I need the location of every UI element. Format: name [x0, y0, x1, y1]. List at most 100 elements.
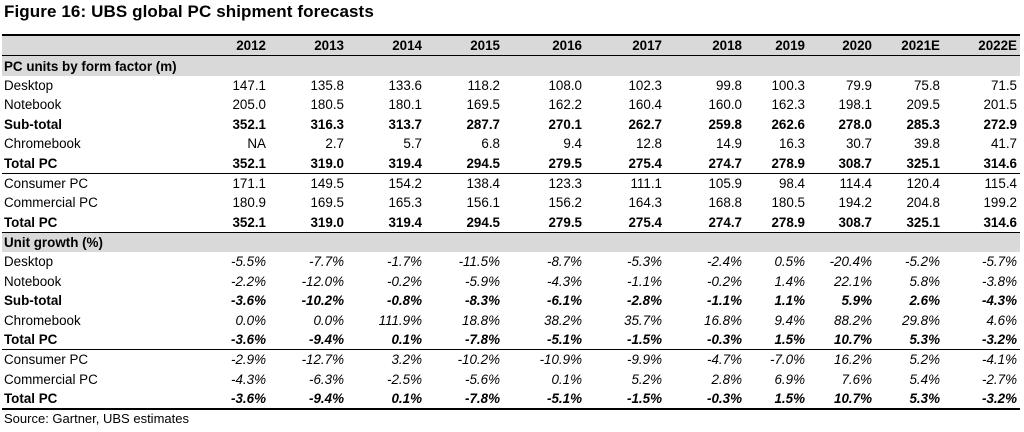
value-cell: 123.3 — [548, 175, 582, 191]
value-cell: 160.4 — [628, 97, 662, 113]
value-cell: 156.2 — [548, 195, 582, 211]
value-cell: 111.9% — [378, 312, 422, 328]
row-label: Notebook — [4, 97, 62, 113]
value-cell: 79.9 — [845, 77, 872, 93]
value-cell: 1.4% — [774, 273, 805, 289]
value-cell: 262.7 — [628, 116, 662, 132]
value-cell: 169.5 — [466, 97, 500, 113]
value-cell: 275.4 — [585, 153, 665, 174]
value-cell: 105.9 — [708, 175, 742, 191]
row-label: Total PC — [2, 329, 198, 351]
value-cell: 1.1% — [774, 293, 805, 309]
value-cell: -6.1% — [547, 293, 582, 309]
value-cell: -5.1% — [503, 329, 585, 351]
value-cell: -5.9% — [465, 273, 500, 289]
value-cell: -8.3% — [465, 293, 500, 309]
value-cell: 5.8% — [909, 273, 940, 289]
value-cell: 352.1 — [198, 212, 269, 233]
value-cell: -4.3% — [982, 293, 1017, 309]
value-cell: 164.3 — [628, 195, 662, 211]
row-label: Commercial PC — [4, 195, 98, 211]
value-cell: -1.5% — [585, 389, 665, 411]
value-cell: 14.9 — [715, 136, 742, 152]
value-cell: 0.0% — [235, 312, 266, 328]
header-row: 2012 2013 2014 2015 2016 2017 2018 2019 … — [2, 34, 1020, 57]
year-header: 2015 — [425, 34, 503, 57]
value-cell: 162.3 — [771, 97, 805, 113]
value-cell: 9.4 — [563, 136, 582, 152]
value-cell: 102.3 — [628, 77, 662, 93]
row-label: Desktop — [4, 254, 54, 270]
value-cell: 314.6 — [943, 212, 1020, 233]
year-header: 2017 — [585, 34, 665, 57]
forecast-table: 2012 2013 2014 2015 2016 2017 2018 2019 … — [2, 34, 1020, 411]
value-cell: -12.7% — [301, 352, 344, 368]
value-cell: 5.9% — [841, 293, 872, 309]
value-cell: 287.7 — [466, 116, 500, 132]
value-cell: -11.5% — [458, 254, 500, 270]
value-cell: 1.5% — [745, 389, 808, 411]
value-cell: 199.2 — [983, 195, 1017, 211]
table-row: Consumer PC 171.1 149.5 154.2 138.4 123.3 111.… — [2, 173, 1020, 193]
table-row: Chromebook 0.0% 0.0% 111.9% 18.8% 38.2% 35.7% 1… — [2, 310, 1020, 329]
value-cell: -9.4% — [269, 329, 347, 351]
table-row: Total PC -3.6% -9.4% 0.1% -7.8% -5.1% -1.5% -0.… — [2, 389, 1020, 411]
value-cell: 16.2% — [834, 352, 872, 368]
value-cell: 319.4 — [347, 212, 425, 233]
value-cell: 3.2% — [391, 352, 422, 368]
value-cell: 352.1 — [232, 116, 266, 132]
row-label: Notebook — [4, 273, 62, 289]
value-cell: 6.8 — [481, 136, 500, 152]
value-cell: -6.3% — [309, 371, 344, 387]
value-cell: 5.3% — [875, 389, 943, 411]
value-cell: -9.9% — [627, 352, 662, 368]
value-cell: -10.2% — [457, 352, 500, 368]
value-cell: 160.0 — [708, 97, 742, 113]
value-cell: -3.6% — [198, 389, 269, 411]
row-label: Chromebook — [4, 312, 81, 328]
value-cell: 5.2% — [631, 371, 662, 387]
row-label: Total PC — [2, 389, 198, 411]
value-cell: 100.3 — [771, 77, 805, 93]
value-cell: 285.3 — [906, 116, 940, 132]
value-cell: -3.2% — [943, 389, 1020, 411]
row-label: Consumer PC — [4, 175, 89, 191]
value-cell: -2.5% — [387, 371, 422, 387]
value-cell: 325.1 — [875, 153, 943, 174]
value-cell: -3.2% — [943, 329, 1020, 351]
year-header: 2014 — [347, 34, 425, 57]
value-cell: 118.2 — [467, 77, 500, 93]
value-cell: -2.8% — [627, 293, 662, 309]
table-row: Chromebook NA 2.7 5.7 6.8 9.4 12.8 14.9 16.3 30.7… — [2, 134, 1020, 153]
value-cell: -0.8% — [387, 293, 422, 309]
value-cell: 316.3 — [310, 116, 344, 132]
value-cell: 156.1 — [466, 195, 500, 211]
units-section: PC units by form factor (m) Desktop 147.1 1… — [2, 55, 1020, 233]
table-row: Consumer PC -2.9% -12.7% 3.2% -10.2% -10.9% -9… — [2, 350, 1020, 370]
value-cell: -7.8% — [425, 389, 503, 411]
value-cell: 10.7% — [808, 389, 875, 411]
value-cell: 138.4 — [466, 175, 500, 191]
value-cell: -2.9% — [231, 352, 266, 368]
section-heading: PC units by form factor (m) — [2, 55, 1020, 76]
value-cell: 135.8 — [310, 77, 344, 93]
value-cell: -3.6% — [198, 329, 269, 351]
value-cell: 4.6% — [986, 312, 1017, 328]
value-cell: -8.7% — [547, 254, 582, 270]
value-cell: 259.8 — [708, 116, 742, 132]
value-cell: 29.8% — [902, 312, 940, 328]
value-cell: 5.2% — [909, 352, 940, 368]
row-label: Consumer PC — [4, 352, 89, 368]
value-cell: -10.2% — [301, 293, 344, 309]
value-cell: 308.7 — [808, 212, 875, 233]
value-cell: 198.1 — [838, 97, 872, 113]
value-cell: -5.1% — [503, 389, 585, 411]
value-cell: 274.7 — [665, 153, 745, 174]
value-cell: 180.9 — [232, 195, 266, 211]
value-cell: -3.8% — [982, 273, 1017, 289]
value-cell: 180.5 — [771, 195, 805, 211]
value-cell: -1.7% — [387, 254, 422, 270]
section-heading: Unit growth (%) — [2, 231, 1020, 253]
value-cell: 5.3% — [875, 329, 943, 351]
value-cell: 0.1% — [551, 371, 582, 387]
